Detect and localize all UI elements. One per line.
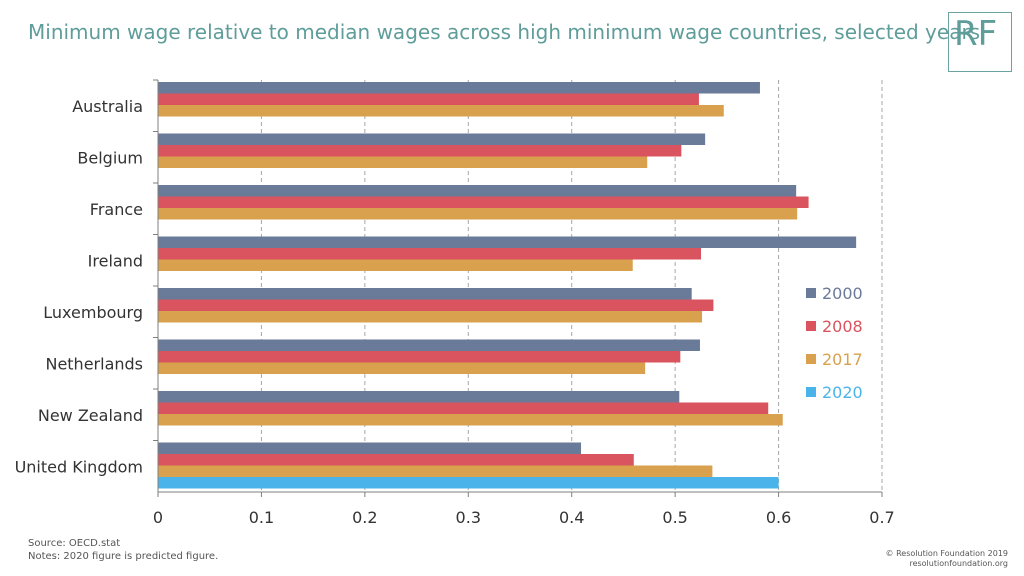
copyright: © Resolution Foundation 2019 resolutionf… [886, 549, 1008, 569]
x-tick-label: 0.6 [766, 508, 791, 527]
legend-label-2008: 2008 [822, 317, 863, 336]
x-tick-label: 0.5 [662, 508, 687, 527]
legend-swatch-2008 [806, 321, 816, 331]
legend-label-2017: 2017 [822, 350, 863, 369]
y-category-label: Ireland [88, 251, 143, 270]
legend-label-2000: 2000 [822, 284, 863, 303]
notes: Notes: 2020 figure is predicted figure. [28, 551, 219, 562]
copyright-text: © Resolution Foundation 2019 [885, 549, 1008, 558]
chart-title: Minimum wage relative to median wages ac… [28, 20, 981, 44]
bar-2017 [158, 465, 713, 477]
bar-2000 [158, 185, 797, 197]
legend-swatch-2000 [806, 288, 816, 298]
bar-2008 [158, 299, 714, 311]
legend-swatch-2017 [806, 354, 816, 364]
bars [158, 82, 857, 489]
bar-2017 [158, 362, 646, 374]
bar-2008 [158, 93, 699, 105]
axes: 0 0.1 0.2 0.3 0.4 0.5 0.6 0.7 Australia Belgium Fr… [15, 79, 895, 527]
bar-2000 [158, 391, 680, 403]
y-category-label: Netherlands [45, 354, 143, 373]
bar-2008 [158, 145, 682, 157]
bar-2000 [158, 288, 692, 300]
bar-2017 [158, 156, 648, 168]
bar-2017 [158, 105, 724, 117]
bar-2008 [158, 248, 701, 260]
bar-2008 [158, 454, 634, 466]
bar-2000 [158, 339, 700, 351]
x-tick-label: 0 [153, 508, 163, 527]
bar-2017 [158, 311, 703, 323]
source-note: Source: OECD.stat [28, 538, 121, 549]
bar-2000 [158, 442, 582, 454]
y-category-label: Australia [72, 97, 143, 116]
bar-2017 [158, 208, 798, 220]
bar-2008 [158, 351, 681, 363]
x-tick-label: 0.2 [352, 508, 377, 527]
y-category-label: Belgium [77, 148, 143, 167]
bar-2000 [158, 133, 706, 145]
x-tick-label: 0.7 [869, 508, 894, 527]
y-category-label: Luxembourg [43, 303, 143, 322]
bar-2008 [158, 196, 809, 208]
bar-2017 [158, 414, 783, 426]
legend-swatch-2020 [806, 387, 816, 397]
legend: 2000 2008 2017 2020 [806, 284, 863, 402]
y-category-label: France [90, 200, 143, 219]
logo-text: RF [954, 14, 998, 54]
y-category-label: United Kingdom [15, 457, 143, 476]
y-category-label: New Zealand [38, 406, 143, 425]
x-tick-label: 0.1 [249, 508, 274, 527]
website-text: resolutionfoundation.org [909, 559, 1008, 568]
bar-2017 [158, 259, 633, 271]
bar-2000 [158, 236, 857, 248]
bar-2020 [158, 477, 779, 489]
bar-2008 [158, 402, 769, 414]
bar-2000 [158, 82, 760, 94]
x-tick-label: 0.3 [456, 508, 481, 527]
legend-label-2020: 2020 [822, 383, 863, 402]
resolution-foundation-logo: RF [948, 12, 1012, 72]
x-tick-label: 0.4 [559, 508, 584, 527]
